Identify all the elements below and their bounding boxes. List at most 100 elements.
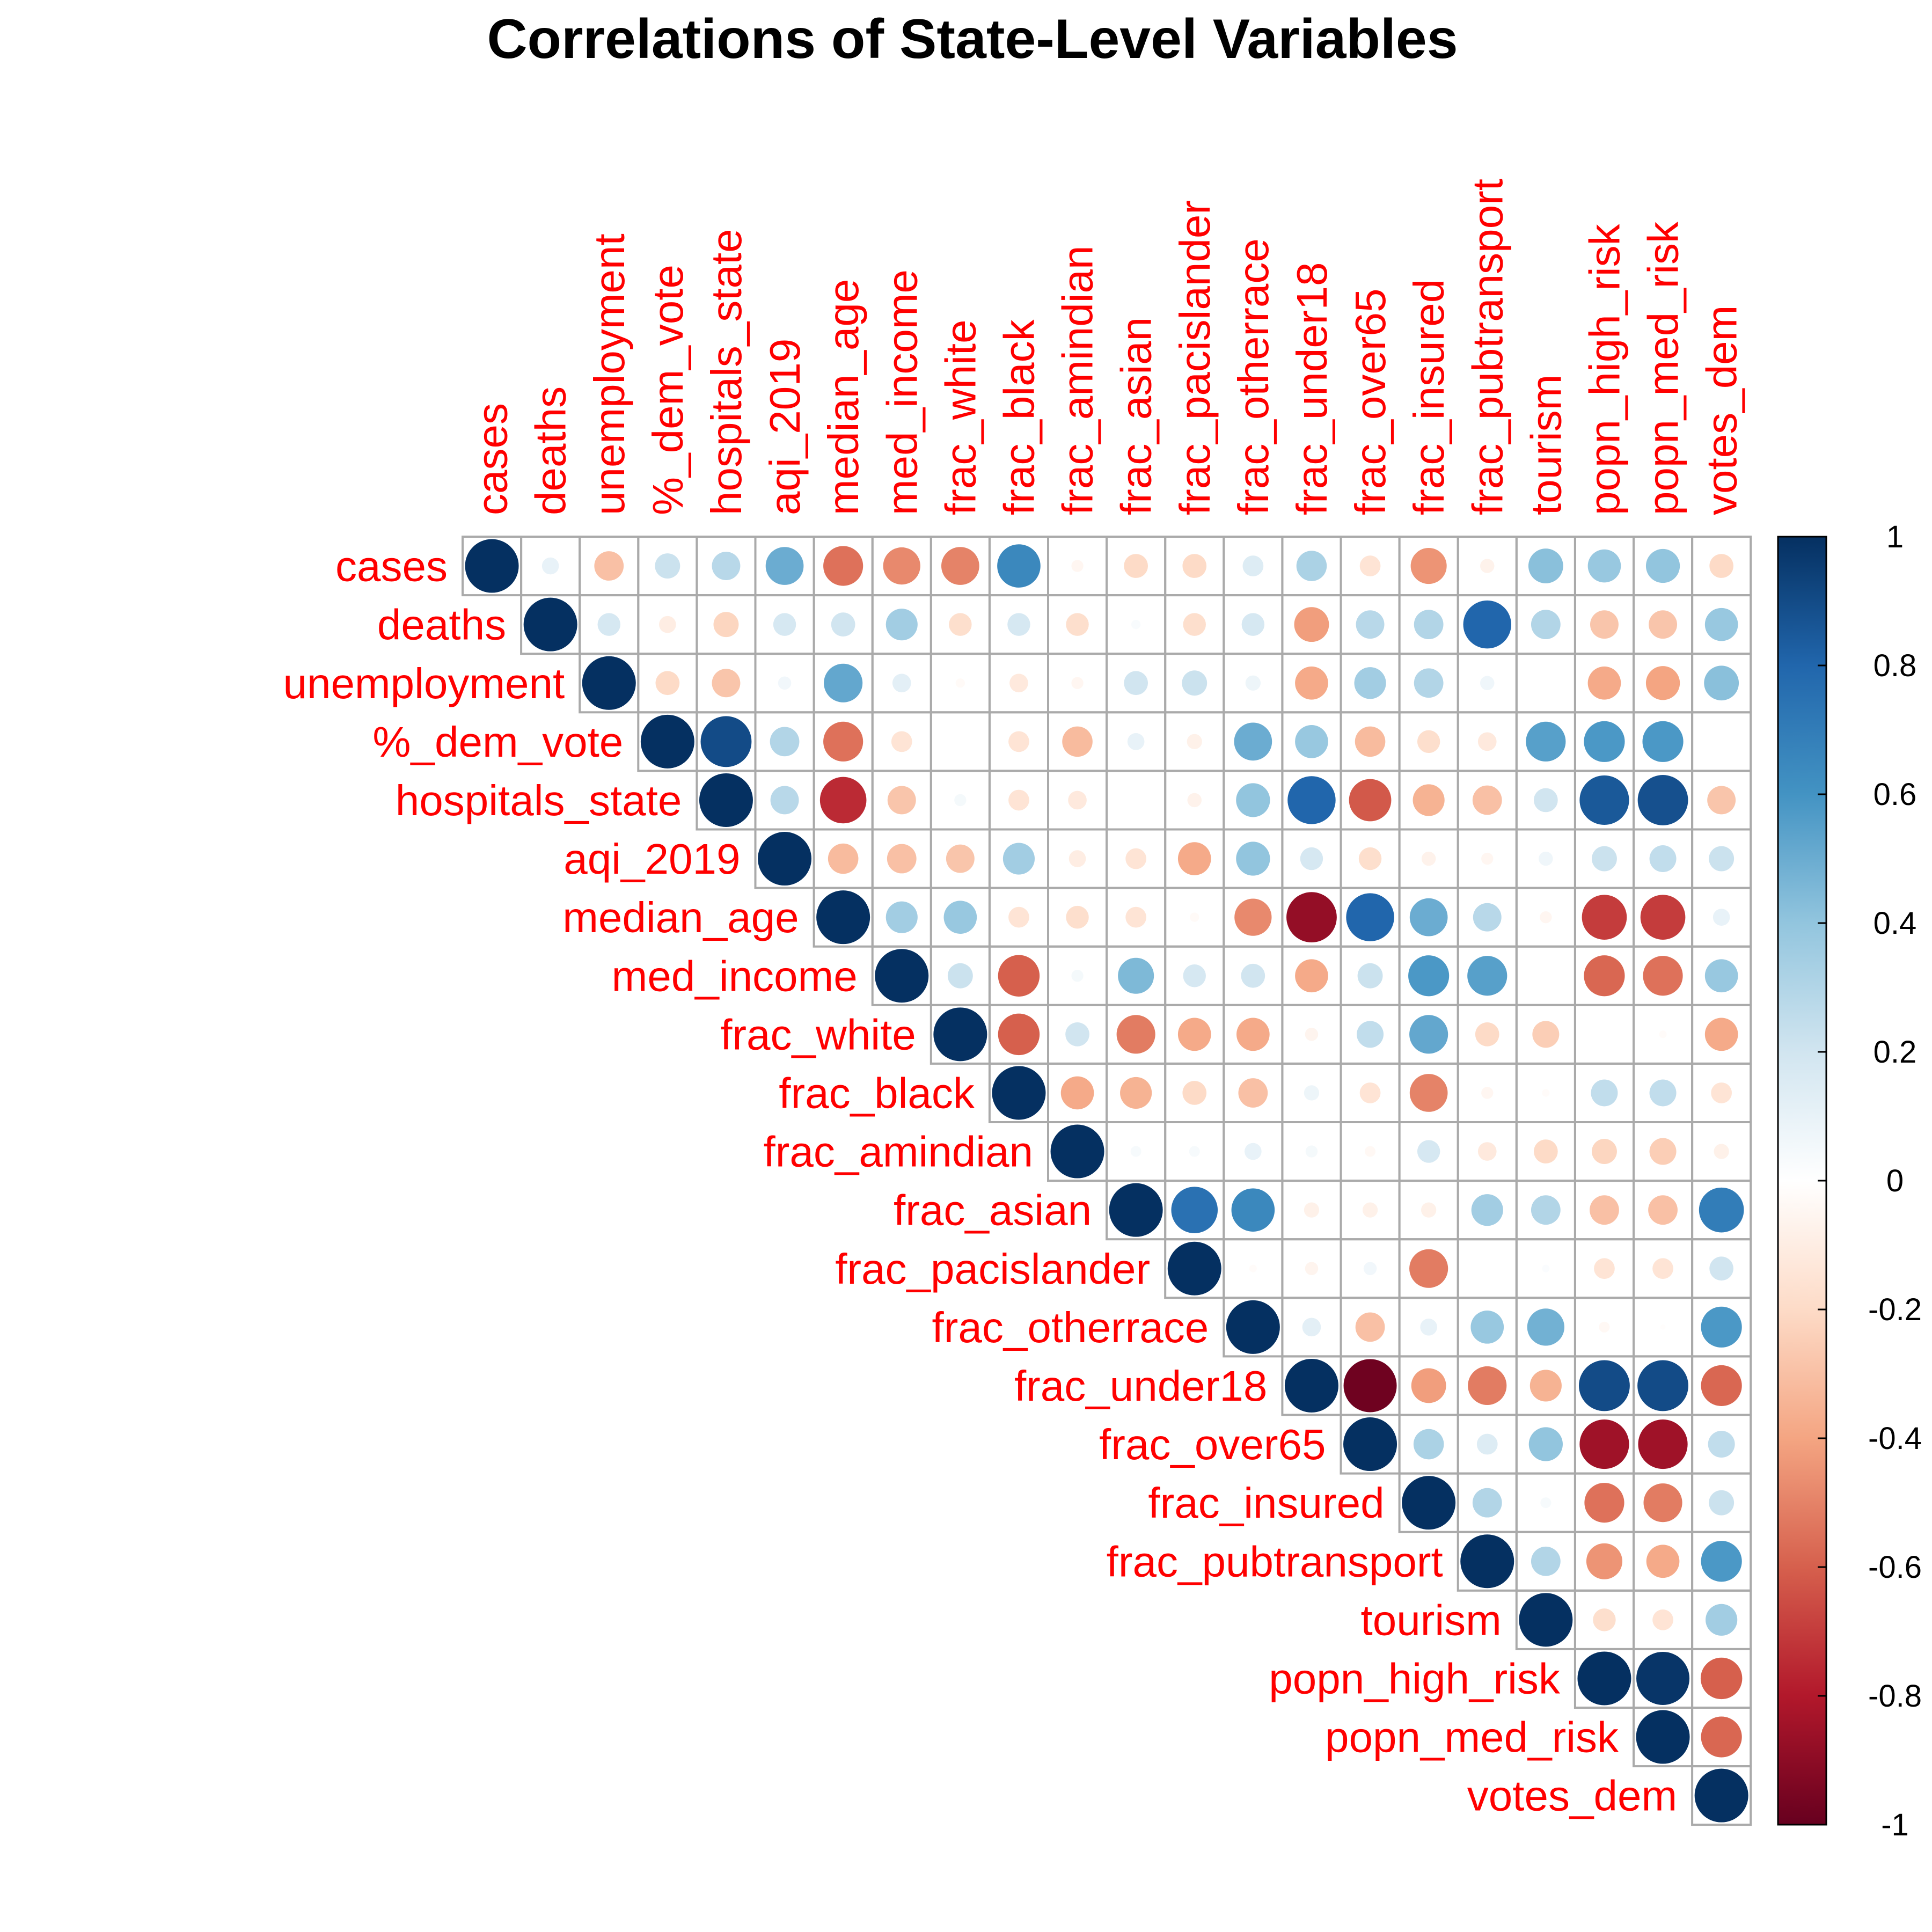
correlation-circle-hospitals_state-frac_under18 [1287,776,1336,824]
row-label: frac_black [779,1069,975,1117]
correlation-circle-frac_black-frac_otherrace [1238,1078,1268,1108]
correlation-circle-frac_white-frac_black [998,1013,1040,1056]
correlation-circle-frac_white-votes_dem [1704,1018,1738,1051]
correlation-circle-frac_black-frac_pubtransport [1481,1087,1494,1099]
correlation-circle-frac_otherrace-tourism [1527,1308,1564,1346]
correlation-circle-unemployment-frac_white [955,678,965,688]
column-label: aqi_2019 [761,339,809,515]
correlation-circle-frac_otherrace-popn_med_risk [1660,1324,1666,1330]
correlation-circle-aqi_2019-frac_pubtransport [1481,852,1494,865]
correlation-circle-aqi_2019-median_age [828,843,859,874]
correlation-circle-aqi_2019-frac_amindian [1069,850,1086,867]
correlation-circle-unemployment-med_income [892,674,911,693]
correlation-circle-hospitals_state-frac_pubtransport [1472,785,1502,815]
correlation-circle-frac_white-frac_asian [1116,1015,1155,1054]
column-label: frac_under18 [1288,262,1336,515]
correlation-circle-frac_pacislander-popn_med_risk [1652,1258,1673,1279]
correlation-circle-popn_high_risk-popn_med_risk [1636,1651,1690,1705]
correlation-circle-popn_med_risk-popn_med_risk [1636,1710,1690,1764]
correlation-circle-frac_pubtransport-popn_med_risk [1646,1545,1680,1578]
correlation-circle-aqi_2019-frac_otherrace [1236,841,1270,876]
colorbar-tick-label: 1 [1886,519,1904,554]
correlation-circle-cases-frac_over65 [1359,555,1381,576]
correlation-circle-frac_under18-frac_over65 [1343,1359,1397,1413]
correlation-circle-popn_med_risk-votes_dem [1701,1716,1742,1758]
correlation-circle-%_dem_vote-tourism [1526,721,1566,762]
correlation-circle-%_dem_vote-frac_otherrace [1234,722,1272,761]
correlation-circle-unemployment-unemployment [582,656,636,710]
matrix-cell [1691,1765,1752,1826]
correlation-circle-median_age-median_age [816,890,870,945]
matrix-cell [930,711,991,772]
correlation-circle-deaths-frac_over65 [1356,610,1385,639]
correlation-circle-med_income-frac_white [947,963,973,989]
correlation-circle-aqi_2019-aqi_2019 [758,832,812,886]
correlation-circle-hospitals_state-votes_dem [1707,786,1736,815]
correlation-circle-deaths-aqi_2019 [773,613,796,636]
correlation-circle-deaths-frac_amindian [1066,613,1089,636]
correlation-circle-deaths-frac_white [949,613,972,636]
correlation-circle-cases-%_dem_vote [655,553,680,579]
correlation-circle-frac_amindian-frac_pacislander [1189,1146,1200,1157]
correlation-circle-cases-frac_white [941,547,979,585]
correlation-circle-hospitals_state-frac_otherrace [1236,783,1270,817]
correlation-circle-frac_otherrace-frac_insured [1420,1319,1437,1336]
correlation-circle-frac_amindian-popn_med_risk [1649,1138,1677,1165]
correlation-circle-hospitals_state-hospitals_state [699,773,753,827]
correlation-circle-deaths-unemployment [597,613,620,636]
correlation-circle-frac_under18-frac_pubtransport [1468,1366,1507,1406]
correlation-circle-aqi_2019-frac_under18 [1300,847,1323,870]
correlation-circle-%_dem_vote-frac_under18 [1295,725,1328,758]
correlation-circle-deaths-frac_insured [1414,610,1444,640]
correlation-circle-aqi_2019-popn_med_risk [1649,845,1677,873]
correlation-circle-median_age-frac_otherrace [1234,898,1272,936]
correlation-circle-frac_black-popn_med_risk [1649,1079,1677,1107]
correlation-circle-frac_asian-tourism [1531,1195,1561,1225]
correlation-circle-unemployment-frac_pubtransport [1480,676,1495,690]
correlation-circle-cases-aqi_2019 [765,547,804,585]
correlation-circle-hospitals_state-med_income [887,786,916,815]
matrix-cell [1691,711,1752,772]
correlation-circle-frac_under18-frac_insured [1411,1368,1446,1403]
correlation-circle-med_income-frac_black [998,955,1040,997]
correlation-circle-median_age-frac_under18 [1286,892,1337,943]
correlation-circle-frac_amindian-frac_pubtransport [1477,1142,1497,1161]
row-label: cases [335,543,448,590]
correlation-circle-unemployment-aqi_2019 [778,676,792,690]
row-label: frac_asian [894,1187,1092,1234]
correlation-circle-median_age-frac_asian [1125,906,1147,928]
row-label: frac_pubtransport [1107,1538,1443,1585]
correlation-circle-deaths-frac_pubtransport [1463,600,1511,649]
correlation-circle-frac_under18-popn_med_risk [1637,1360,1688,1411]
correlation-circle-frac_pubtransport-votes_dem [1701,1541,1742,1582]
correlation-circle-hospitals_state-aqi_2019 [770,786,799,815]
row-label: med_income [612,952,858,1000]
column-label: %_dem_vote [644,265,692,515]
correlation-circle-frac_amindian-frac_under18 [1305,1145,1318,1158]
correlation-circle-frac_pacislander-tourism [1542,1264,1550,1272]
correlation-circle-hospitals_state-tourism [1533,788,1558,813]
correlation-circle-frac_otherrace-votes_dem [1701,1306,1742,1348]
correlation-circle-frac_asian-frac_insured [1421,1202,1437,1218]
correlation-circle-frac_white-frac_under18 [1305,1028,1319,1041]
correlation-circle-unemployment-hospitals_state [712,669,741,698]
correlation-circle-hospitals_state-popn_med_risk [1637,775,1688,825]
correlation-circle-cases-tourism [1528,548,1563,583]
correlation-circle-deaths-deaths [523,597,577,652]
correlation-circle-%_dem_vote-frac_insured [1417,730,1440,753]
correlation-circle-frac_pubtransport-frac_pubtransport [1460,1534,1514,1589]
column-label: median_age [819,279,867,515]
correlation-circle-frac_asian-votes_dem [1699,1187,1744,1233]
correlation-circle-frac_insured-frac_insured [1402,1476,1456,1530]
row-labels: cases deaths unemployment %_dem_votehospita… [283,543,1677,1820]
correlation-circle-%_dem_vote-frac_pacislander [1187,734,1202,749]
correlation-circle-med_income-frac_asian [1118,957,1154,994]
correlation-circle-frac_black-frac_insured [1409,1074,1448,1112]
correlation-circle-median_age-tourism [1540,911,1552,924]
correlation-circle-median_age-popn_high_risk [1582,895,1627,940]
correlation-circle-%_dem_vote-hospitals_state [700,716,752,767]
correlation-circle-tourism-popn_high_risk [1593,1608,1616,1631]
row-label: frac_otherrace [932,1304,1209,1351]
correlation-circle-frac_white-frac_pacislander [1177,1018,1211,1051]
